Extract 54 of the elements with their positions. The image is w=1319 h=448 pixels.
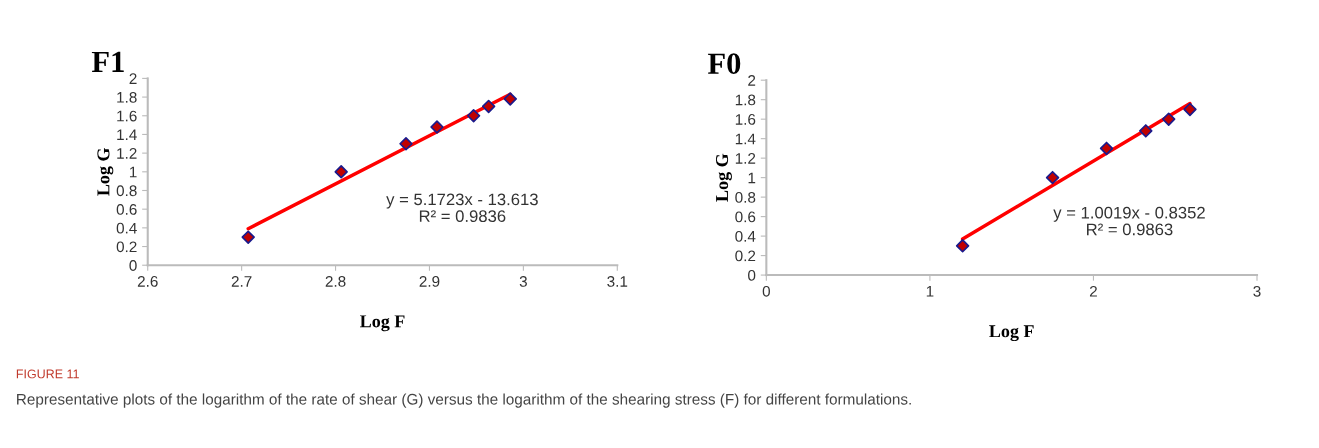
- y-tick-label: 0.2: [735, 250, 756, 262]
- point: [955, 239, 970, 253]
- point: [430, 120, 444, 134]
- chart-title: F0: [707, 53, 741, 74]
- caption: FIGURE 11: [16, 369, 79, 379]
- y-tick-label: 1.2: [735, 153, 756, 164]
- x-tick-label: 3: [1253, 285, 1261, 297]
- y-tick-label: 1.8: [735, 94, 756, 106]
- x-axis-title: Log F: [360, 315, 405, 332]
- y-tick-label: 0: [129, 260, 137, 271]
- y-tick-label: 1: [129, 166, 137, 178]
- point: [399, 137, 413, 151]
- point: [1045, 170, 1060, 185]
- point: [1139, 124, 1153, 138]
- y-tick-label: 1: [748, 172, 756, 184]
- x-tick-label: 0: [762, 285, 770, 297]
- x-tick-label: 2: [1089, 285, 1097, 297]
- y-tick-label: 0.6: [116, 204, 137, 215]
- y-tick-label: 1.8: [117, 91, 137, 103]
- y-tick-label: 0.2: [116, 241, 137, 253]
- y-axis-title: Log G: [715, 153, 732, 202]
- y-tick-label: 0.4: [735, 230, 756, 242]
- annotation: y = 5.1723x - 13.613 R² = 0.9836: [386, 193, 538, 223]
- x-tick-label: 3.1: [607, 276, 628, 287]
- y-tick-label: 0.6: [735, 211, 756, 223]
- point: [1183, 102, 1197, 117]
- x-tick-label: 2.7: [231, 276, 252, 287]
- x-tick-label: 2.8: [325, 276, 346, 287]
- point: [241, 230, 255, 244]
- x-tick-label: 1: [926, 286, 934, 297]
- x-tick-label: 2.6: [137, 276, 158, 287]
- x-axis-title: Log F: [989, 325, 1034, 342]
- point: [1099, 141, 1114, 156]
- annotation: y = 1.0019x - 0.8352 R² = 0.9863: [1053, 206, 1205, 236]
- x-tick-label: 2.9: [419, 276, 440, 287]
- point: [334, 165, 348, 179]
- y-tick-label: 0.4: [116, 222, 137, 234]
- y-axis-title: Log G: [97, 147, 114, 196]
- text: Representative plots of the logarithm of the rate of shear (G) versus the logarithm of the shearing stress (F) for different formulations.: [17, 393, 911, 408]
- y-tick-label: 1.6: [735, 114, 756, 125]
- y-tick-label: 0.8: [735, 191, 756, 203]
- y-tick-label: 0.8: [116, 185, 137, 197]
- y-tick-label: 2: [748, 75, 756, 86]
- point: [503, 92, 517, 106]
- chart-title: F1: [91, 51, 124, 72]
- point: [481, 99, 496, 114]
- x-tick-label: 3: [519, 276, 527, 287]
- y-tick-label: 1.4: [735, 133, 756, 145]
- point: [466, 109, 481, 123]
- y-tick-label: 1.6: [117, 110, 137, 122]
- y-tick-label: 2: [129, 73, 137, 84]
- point: [1161, 112, 1176, 126]
- y-tick-label: 1.2: [117, 147, 137, 159]
- y-tick-label: 1.4: [117, 129, 137, 140]
